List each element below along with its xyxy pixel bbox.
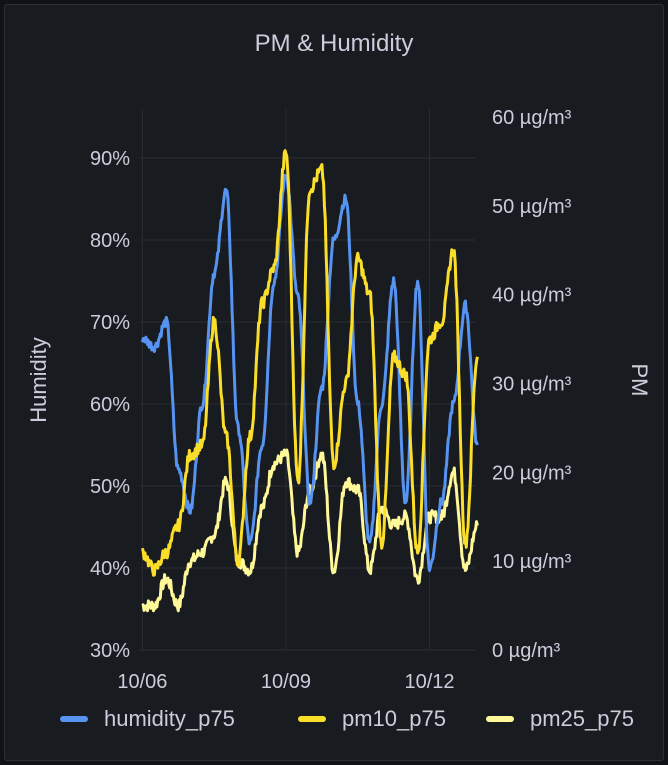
left-tick-label: 60% — [90, 394, 130, 416]
left-tick-label: 70% — [90, 312, 130, 334]
right-tick-label: 20 µg/m³ — [492, 462, 572, 484]
left-tick-label: 40% — [90, 558, 130, 580]
x-tick-label: 10/12 — [405, 671, 455, 693]
legend-item-pm10_p75[interactable]: pm10_p75 — [298, 706, 446, 732]
left-tick-label: 30% — [90, 640, 130, 662]
chart-panel — [4, 4, 664, 761]
legend-swatch — [486, 716, 514, 722]
right-tick-label: 60 µg/m³ — [492, 107, 572, 129]
legend-swatch — [298, 716, 326, 722]
x-axis-ticks: 10/06 10/09 10/12 — [117, 671, 454, 693]
x-tick-label: 10/06 — [117, 671, 167, 693]
left-axis-label: Humidity — [26, 337, 51, 423]
series-line-pm10_p75 — [140, 149, 479, 577]
legend: humidity_p75 pm10_p75 pm25_p75 — [0, 706, 668, 738]
legend-label: pm10_p75 — [342, 706, 446, 731]
legend-label: humidity_p75 — [104, 706, 235, 731]
right-axis-label: PM — [627, 364, 652, 397]
right-tick-label: 40 µg/m³ — [492, 285, 572, 307]
x-tick-label: 10/09 — [261, 671, 311, 693]
right-tick-label: 0 µg/m³ — [492, 640, 561, 662]
left-axis-ticks: 30% 40% 50% 60% 70% 80% 90% — [90, 148, 130, 662]
panel-title: PM & Humidity — [254, 30, 414, 57]
right-tick-label: 30 µg/m³ — [492, 374, 572, 396]
legend-swatch — [60, 716, 88, 722]
left-tick-label: 90% — [90, 148, 130, 170]
left-tick-label: 80% — [90, 230, 130, 252]
left-tick-label: 50% — [90, 476, 130, 498]
right-tick-label: 10 µg/m³ — [492, 551, 572, 573]
legend-item-humidity_p75[interactable]: humidity_p75 — [60, 706, 235, 732]
right-tick-label: 50 µg/m³ — [492, 196, 572, 218]
legend-item-pm25_p75[interactable]: pm25_p75 — [486, 706, 634, 732]
series-lines — [140, 149, 479, 613]
right-axis-ticks: 0 µg/m³ 10 µg/m³ 20 µg/m³ 30 µg/m³ 40 µg/m³ 5… — [492, 107, 572, 662]
legend-label: pm25_p75 — [530, 706, 634, 731]
series-line-humidity_p75 — [140, 173, 479, 573]
series-line-pm25_p75 — [141, 448, 479, 613]
